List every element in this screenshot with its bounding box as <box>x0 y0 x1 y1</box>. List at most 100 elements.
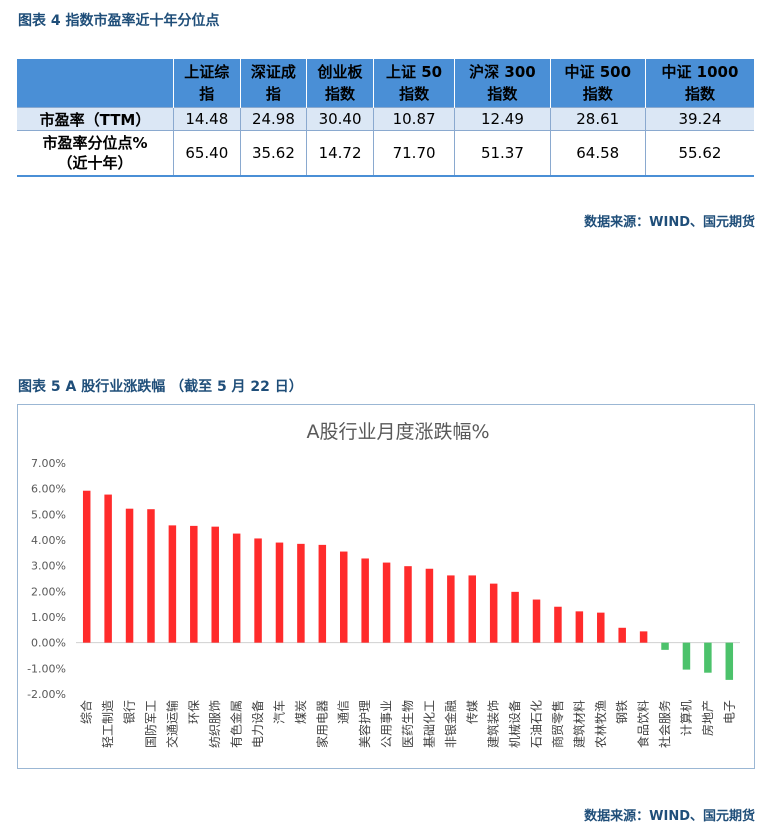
y-tick-label: 4.00% <box>31 534 66 547</box>
x-tick-label: 计算机 <box>678 700 693 736</box>
table-cell: 64.58 <box>549 130 646 176</box>
y-tick-label: 0.00% <box>31 637 66 650</box>
column-header: 深证成 指 <box>239 59 307 108</box>
row-label: 市盈率分位点% （近十年） <box>17 130 174 176</box>
chart-canvas: A股行业月度涨跌幅% -2.00% -1.00% 0.00% 1.00% 2.00% 3.0… <box>27 421 740 748</box>
x-tick-label: 轻工制造 <box>101 700 115 748</box>
bar <box>361 558 369 643</box>
x-tick-label: 煤炭 <box>294 700 308 724</box>
bar <box>682 642 691 670</box>
bar <box>382 562 391 643</box>
row-label: 市盈率（TTM） <box>17 107 174 131</box>
bar <box>447 575 455 643</box>
x-tick-label: 农林牧渔 <box>594 700 608 748</box>
x-tick-label: 建筑材料 <box>571 700 586 748</box>
x-tick-label: 环保 <box>187 700 201 724</box>
y-tick-label: 5.00% <box>31 508 66 521</box>
bar <box>725 642 734 680</box>
x-tick-label: 基础化工 <box>422 700 436 748</box>
industry-bar-chart: A股行业月度涨跌幅% -2.00% -1.00% 0.00% 1.00% 2.00% 3.0… <box>17 404 755 769</box>
column-header: 创业板 指数 <box>306 59 374 108</box>
bar <box>554 606 562 643</box>
table-cell: 12.49 <box>454 107 551 131</box>
source-note: 数据来源：WIND、国元期货 <box>584 215 755 230</box>
y-tick-label: 2.00% <box>31 585 66 598</box>
y-tick-label: 6.00% <box>31 483 66 496</box>
bar <box>468 575 477 643</box>
x-tick-label: 建筑装饰 <box>486 700 501 748</box>
column-header: 中证 500 指数 <box>549 59 646 108</box>
bar <box>82 490 91 643</box>
bar <box>232 533 241 643</box>
table-cell: 14.72 <box>306 130 374 176</box>
table-corner-cell <box>17 59 174 108</box>
x-tick-label: 传媒 <box>464 700 479 724</box>
x-tick-label: 汽车 <box>271 700 286 724</box>
x-tick-label: 银行 <box>123 700 137 724</box>
table-cell: 71.70 <box>372 130 455 176</box>
y-tick-label: 3.00% <box>31 560 66 573</box>
x-tick-label: 石油石化 <box>530 700 544 748</box>
column-header: 沪深 300 指数 <box>454 59 551 108</box>
table-cell: 39.24 <box>644 107 754 131</box>
x-tick-label: 交通运输 <box>164 700 179 748</box>
y-tick-label: -2.00% <box>27 688 66 701</box>
chart-title: A股行业月度涨跌幅% <box>306 421 489 443</box>
bar <box>190 525 198 643</box>
bar <box>275 542 284 643</box>
x-tick-label: 医药生物 <box>401 700 415 748</box>
pe-percentile-table: 上证综 指 深证成 指 创业板 指数 上证 50 指数 沪深 300 指数 中证… <box>17 59 754 177</box>
table-cell: 14.48 <box>173 107 241 131</box>
x-tick-label: 有色金属 <box>229 700 244 748</box>
table-cell: 24.98 <box>239 107 307 131</box>
x-tick-label: 非银金融 <box>443 700 458 748</box>
bar <box>511 591 519 643</box>
column-header: 上证 50 指数 <box>372 59 455 108</box>
x-tick-label: 纺织服饰 <box>208 700 222 748</box>
figure-5-title: 图表 5 A 股行业涨跌幅 （截至 5 月 22 日） <box>18 379 303 395</box>
x-tick-label: 家用电器 <box>314 700 329 748</box>
table-cell: 55.62 <box>644 130 754 176</box>
x-tick-label: 国防军工 <box>143 700 158 748</box>
bar <box>404 566 412 643</box>
bar <box>704 642 712 673</box>
x-tick-label: 美容护理 <box>357 700 372 748</box>
bar <box>297 543 305 643</box>
x-tick-label: 钢铁 <box>615 700 629 724</box>
bar <box>318 544 327 643</box>
x-tick-label: 电子 <box>722 700 736 724</box>
x-tick-label: 食品饮料 <box>636 700 651 748</box>
bar <box>575 611 584 643</box>
x-tick-label: 公用事业 <box>380 700 394 748</box>
table-row: 市盈率分位点% （近十年） 65.40 35.62 14.72 71.70 51… <box>17 130 754 176</box>
source-note: 数据来源：WIND、国元期货 <box>584 809 755 824</box>
bar <box>425 568 434 643</box>
y-tick-label: -1.00% <box>27 662 66 675</box>
x-tick-label: 商贸零售 <box>550 700 565 748</box>
column-header: 中证 1000 指数 <box>644 59 754 108</box>
y-tick-label: 1.00% <box>31 611 66 624</box>
bar <box>639 631 648 643</box>
bar <box>125 508 134 643</box>
bar <box>211 526 219 643</box>
x-tick-label: 房地产 <box>700 700 715 736</box>
x-tick-label: 通信 <box>337 700 351 724</box>
bar <box>104 494 112 643</box>
bar <box>339 551 348 643</box>
table-cell: 65.40 <box>173 130 241 176</box>
y-tick-label: 7.00% <box>31 457 66 470</box>
bar <box>254 538 262 643</box>
x-tick-label: 机械设备 <box>507 700 522 748</box>
column-header: 上证综 指 <box>173 59 241 108</box>
table-cell: 30.40 <box>306 107 374 131</box>
table-header-row: 上证综 指 深证成 指 创业板 指数 上证 50 指数 沪深 300 指数 中证… <box>17 59 754 108</box>
x-tick-label: 社会服务 <box>657 700 672 748</box>
bar <box>147 509 155 643</box>
bar <box>618 627 626 643</box>
figure-4-title: 图表 4 指数市盈率近十年分位点 <box>18 13 220 29</box>
x-tick-label: 电力设备 <box>251 700 265 748</box>
table-row: 市盈率（TTM） 14.48 24.98 30.40 10.87 12.49 2… <box>17 107 754 131</box>
bar <box>168 525 177 643</box>
table-cell: 35.62 <box>239 130 307 176</box>
bar <box>597 612 605 643</box>
